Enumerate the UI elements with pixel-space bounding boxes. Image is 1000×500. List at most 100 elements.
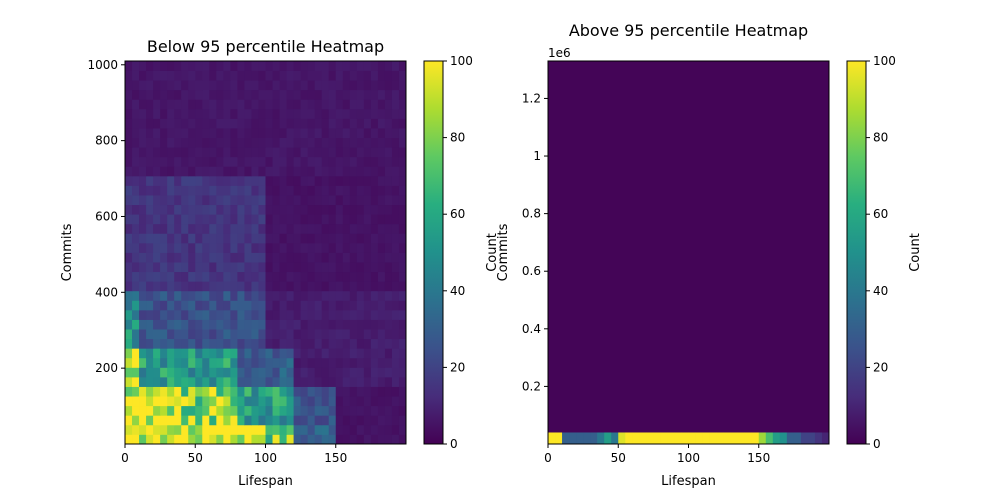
heatmap-cell [384,357,393,368]
heatmap-cell [153,262,161,273]
heatmap-cell [216,61,224,71]
heatmap-cell [314,271,323,282]
heatmap-cell [251,319,259,330]
heatmap-cell [398,271,407,282]
heatmap-cell [237,348,245,359]
heatmap-cell [328,424,337,435]
heatmap-cell [363,195,372,206]
heatmap-cell [377,214,386,225]
heatmap-cell [391,214,400,225]
heatmap-cell [328,405,337,416]
heatmap-cell [139,80,147,91]
heatmap-cell [293,309,302,320]
heatmap-cell [146,396,154,407]
heatmap-cell [370,396,379,407]
heatmap-cell [209,166,217,177]
heatmap-cell [286,262,294,273]
heatmap-cell [293,348,302,359]
heatmap-cell [181,329,189,340]
heatmap-cell [167,175,175,186]
heatmap-cell [132,214,140,225]
heatmap-cell [244,338,252,349]
heatmap-cell [688,432,696,444]
heatmap-cell [195,242,203,253]
heatmap-cell [342,214,351,225]
heatmap-cell [258,415,266,426]
heatmap-cell [230,108,238,119]
heatmap-cell [223,396,231,407]
heatmap-cell [153,396,161,407]
heatmap-cell [265,137,273,148]
heatmap-cell [132,70,140,81]
heatmap-cell [195,137,203,148]
heatmap-cell [293,156,302,167]
heatmap-cell [244,156,252,167]
heatmap-cell [286,405,294,416]
heatmap-cell [237,147,245,158]
heatmap-cell [391,290,400,301]
heatmap-cell [349,271,358,282]
heatmap-cell [293,195,302,206]
heatmap-cell [146,434,154,445]
x-axis-ticks: 0 50 100 150 [121,444,347,465]
y-axis-label: Commits [60,223,75,281]
heatmap-cell [160,252,168,263]
heatmap-cell [251,118,259,129]
heatmap-cell [293,175,302,186]
heatmap-cell [377,80,386,91]
heatmap-cell [265,223,273,234]
heatmap-cell [377,89,386,100]
heatmap-cell [132,137,140,148]
heatmap-cell [370,319,379,330]
heatmap-cell [272,290,280,301]
heatmap-cell [279,290,287,301]
heatmap-cell [223,309,231,320]
heatmap-cell [265,70,273,81]
heatmap-cell [653,432,661,444]
heatmap-cell [125,329,133,340]
heatmap-cell [188,89,196,100]
heatmap-cell [328,89,337,100]
heatmap-cell [251,424,259,435]
heatmap-cell [272,252,280,263]
heatmap-cell [279,376,287,387]
heatmap-cell [279,137,287,148]
heatmap-cell [293,386,302,397]
heatmap-cell [265,300,273,311]
heatmap-cell [188,195,196,206]
heatmap-cell [174,405,182,416]
heatmap-cell [307,242,316,253]
heatmap-cell [321,80,330,91]
heatmap-cell [188,118,196,129]
heatmap-cell [398,300,407,311]
heatmap-cell [209,223,217,234]
heatmap-cell [625,432,633,444]
heatmap-cell [384,348,393,359]
heatmap-cell [251,405,259,416]
heatmap-cell [800,432,809,444]
heatmap-cell [188,348,196,359]
colorbar-tick-label: 80 [873,131,888,145]
heatmap-cell [181,367,189,378]
heatmap-cell [125,434,133,445]
heatmap-cell [251,376,259,387]
heatmap-cell [286,108,294,119]
colorbar-label: Count [485,233,500,272]
heatmap-cell [370,233,379,244]
heatmap-cell [160,204,168,215]
heatmap-cell [384,233,393,244]
heatmap-cell [349,424,358,435]
heatmap-cell [251,223,259,234]
heatmap-cell [251,108,259,119]
heatmap-cell [370,89,379,100]
heatmap-cell [279,89,287,100]
heatmap-cell [244,424,252,435]
heatmap-cell [272,61,280,71]
heatmap-cell [279,309,287,320]
colorbar-frame [423,60,444,445]
heatmap-cell [265,185,273,196]
heatmap-cell [279,99,287,110]
heatmap-cell [146,156,154,167]
heatmap-cell [265,376,273,387]
heatmap-cell [391,233,400,244]
